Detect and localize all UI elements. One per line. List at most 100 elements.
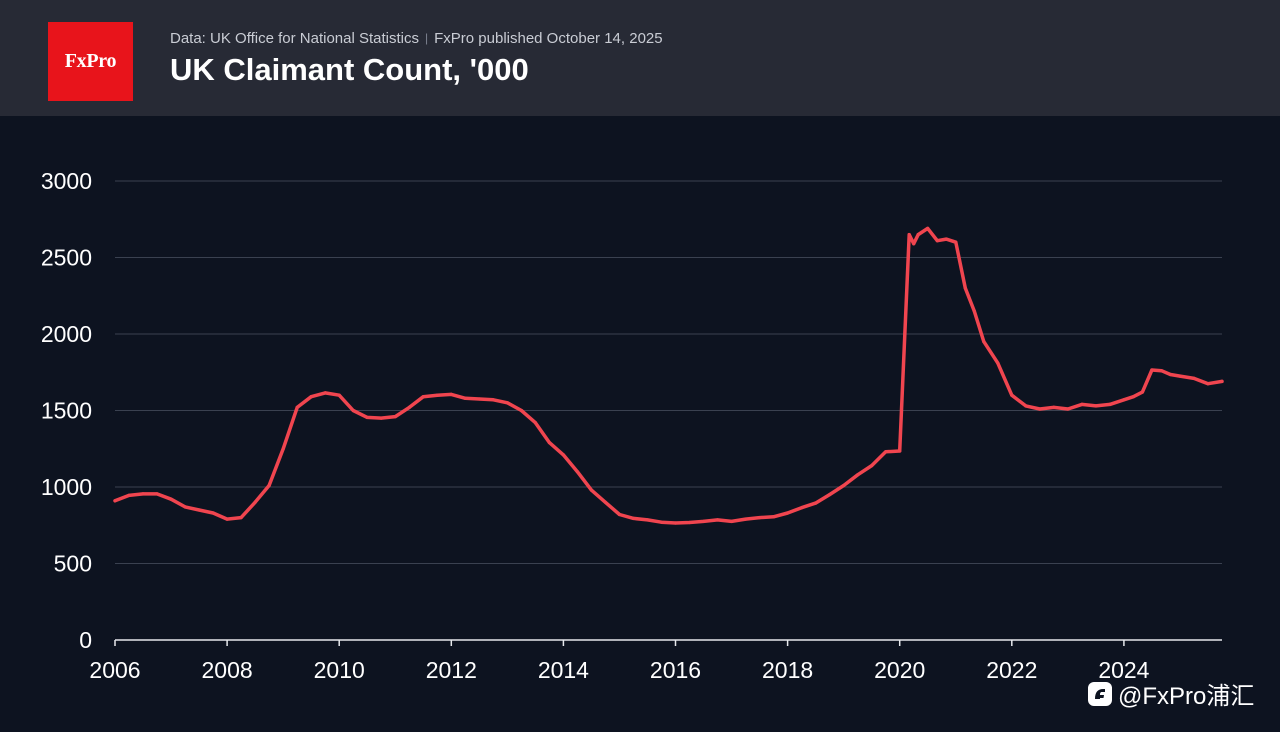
x-tick-label-2010: 2010 bbox=[314, 657, 365, 683]
data-point bbox=[463, 396, 467, 400]
data-point bbox=[351, 408, 355, 413]
data-point bbox=[673, 521, 678, 525]
data-point bbox=[295, 405, 299, 409]
data-point bbox=[491, 398, 495, 402]
data-point bbox=[884, 450, 888, 454]
data-point bbox=[926, 226, 930, 230]
data-point bbox=[715, 518, 720, 522]
data-point bbox=[1206, 382, 1210, 386]
data-point bbox=[435, 393, 439, 397]
y-tick-label-2500: 2500 bbox=[41, 245, 92, 271]
data-point bbox=[996, 361, 1000, 365]
data-point bbox=[155, 492, 159, 496]
header-bar: FxPro Data: UK Office for National Stati… bbox=[0, 0, 1280, 116]
data-point bbox=[1192, 376, 1196, 380]
data-point bbox=[758, 516, 762, 520]
data-point bbox=[547, 441, 552, 445]
data-point bbox=[407, 405, 411, 409]
data-point bbox=[561, 453, 566, 457]
data-point bbox=[211, 511, 215, 515]
data-point bbox=[954, 240, 958, 244]
data-point bbox=[645, 518, 650, 522]
watermark-text: @FxPro浦汇 bbox=[1118, 683, 1255, 710]
logo-text: FxPro bbox=[64, 50, 117, 72]
data-point bbox=[169, 497, 173, 501]
data-point bbox=[603, 500, 608, 504]
data-point bbox=[519, 408, 524, 413]
data-point bbox=[916, 233, 920, 237]
brand-icon bbox=[1088, 681, 1112, 706]
y-tick-label-2000: 2000 bbox=[41, 321, 92, 347]
data-point bbox=[1024, 404, 1028, 408]
data-point bbox=[898, 449, 902, 453]
data-point bbox=[1094, 404, 1098, 408]
data-point bbox=[1168, 372, 1172, 377]
data-point bbox=[870, 464, 874, 468]
data-point bbox=[963, 286, 967, 290]
data-point bbox=[197, 508, 201, 512]
data-point bbox=[972, 309, 976, 313]
data-point bbox=[421, 395, 425, 399]
y-tick-labels: 0 500 1000 1500 2000 2500 3000 bbox=[41, 168, 92, 653]
data-point bbox=[1140, 390, 1144, 394]
data-point bbox=[1131, 395, 1135, 399]
separator: | bbox=[425, 31, 429, 45]
x-tick-label-2018: 2018 bbox=[762, 657, 813, 683]
data-point bbox=[772, 515, 776, 519]
data-point bbox=[617, 512, 622, 517]
data-point bbox=[337, 393, 341, 397]
data-point bbox=[267, 483, 271, 488]
fxpro-logo: FxPro bbox=[48, 22, 133, 101]
y-tick-label-1000: 1000 bbox=[41, 474, 92, 500]
data-point bbox=[225, 517, 229, 521]
data-point bbox=[828, 493, 832, 497]
x-tick-label-2020: 2020 bbox=[874, 657, 925, 683]
data-point bbox=[253, 500, 257, 504]
data-point bbox=[1038, 407, 1042, 411]
data-point bbox=[842, 483, 846, 488]
data-point bbox=[127, 493, 131, 497]
x-tick-label-2014: 2014 bbox=[538, 657, 589, 683]
data-point bbox=[814, 501, 818, 505]
data-point bbox=[365, 415, 369, 419]
x-tick-label-2016: 2016 bbox=[650, 657, 701, 683]
data-point bbox=[800, 506, 804, 510]
data-point bbox=[477, 397, 481, 401]
series-line-claimant-count bbox=[113, 226, 1224, 525]
data-point bbox=[1066, 407, 1070, 411]
data-point bbox=[730, 519, 734, 523]
data-point bbox=[935, 239, 939, 243]
x-tick-label-2022: 2022 bbox=[986, 657, 1037, 683]
data-point bbox=[1220, 379, 1224, 383]
data-point bbox=[944, 237, 948, 241]
data-point bbox=[1080, 402, 1084, 406]
data-point bbox=[1010, 393, 1014, 397]
y-tick-label-500: 500 bbox=[54, 551, 92, 577]
data-point bbox=[379, 416, 383, 420]
data-point bbox=[1178, 374, 1182, 378]
source-text: Data: UK Office for National Statistics bbox=[170, 30, 419, 47]
data-point bbox=[1108, 402, 1112, 406]
data-point bbox=[744, 517, 748, 521]
y-tick-label-1500: 1500 bbox=[41, 398, 92, 424]
watermark: @FxPro浦汇 bbox=[1088, 676, 1254, 711]
data-point bbox=[323, 391, 327, 395]
data-point bbox=[856, 473, 860, 477]
data-point bbox=[907, 233, 911, 237]
data-point bbox=[141, 492, 145, 496]
data-point bbox=[281, 447, 285, 451]
y-tick-label-3000: 3000 bbox=[41, 168, 92, 194]
data-point bbox=[701, 519, 706, 523]
data-point bbox=[393, 415, 397, 419]
x-tick-label-2024: 2024 bbox=[1098, 657, 1149, 683]
x-tick-label-2008: 2008 bbox=[202, 657, 253, 683]
data-point bbox=[1052, 405, 1056, 409]
data-point bbox=[533, 421, 538, 425]
data-point bbox=[687, 520, 692, 525]
data-point bbox=[309, 395, 313, 399]
data-point bbox=[113, 499, 117, 503]
data-point bbox=[659, 520, 664, 524]
data-point bbox=[912, 242, 916, 246]
grid-lines bbox=[115, 180, 1222, 564]
data-point bbox=[982, 340, 986, 344]
